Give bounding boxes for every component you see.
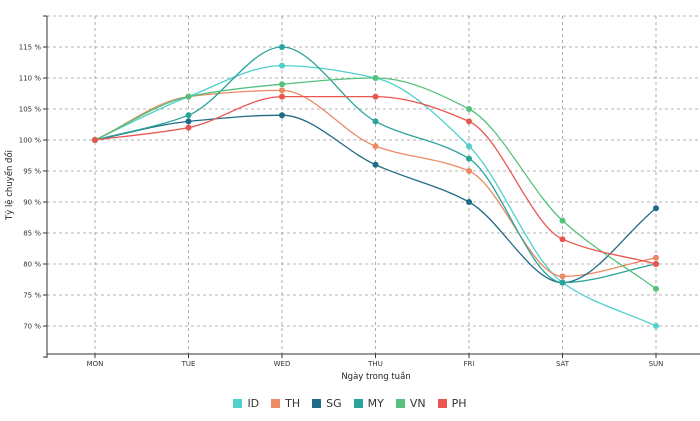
y-tick-label: 105 % xyxy=(19,106,42,114)
legend-swatch xyxy=(437,399,447,408)
x-axis-title: Ngày trong tuần xyxy=(341,371,410,382)
y-tick-label: 100 % xyxy=(19,137,42,145)
data-point-ph-sat[interactable] xyxy=(559,236,566,243)
data-point-th-wed[interactable] xyxy=(279,87,285,94)
data-point-th-sun[interactable] xyxy=(653,254,659,261)
series-ph xyxy=(92,93,659,267)
data-point-my-wed[interactable] xyxy=(279,44,285,50)
data-point-id-sun[interactable] xyxy=(653,323,659,329)
data-point-vn-thu[interactable] xyxy=(372,75,379,81)
data-point-my-thu[interactable] xyxy=(372,118,379,125)
x-tick-label: SUN xyxy=(649,360,664,368)
y-tick-label: 75 % xyxy=(23,292,41,300)
data-point-sg-wed[interactable] xyxy=(279,112,285,119)
x-tick-label: THU xyxy=(367,360,383,368)
x-tick-label: FRI xyxy=(464,360,475,368)
legend-item-my[interactable]: MY xyxy=(353,397,384,410)
data-point-my-fri[interactable] xyxy=(466,155,472,162)
data-point-ph-mon[interactable] xyxy=(92,137,98,143)
data-point-my-sat[interactable] xyxy=(559,279,566,286)
data-point-vn-sun[interactable] xyxy=(653,285,659,292)
legend: ID TH SG MY VN PH xyxy=(0,397,700,410)
data-point-id-fri[interactable] xyxy=(466,143,472,150)
data-point-id-wed[interactable] xyxy=(279,62,285,69)
legend-label: PH xyxy=(451,397,467,410)
axes xyxy=(46,16,700,355)
legend-label: SG xyxy=(326,397,342,410)
series xyxy=(92,44,659,329)
legend-swatch xyxy=(233,399,243,408)
data-point-ph-fri[interactable] xyxy=(466,118,472,125)
legend-item-ph[interactable]: PH xyxy=(437,397,467,410)
legend-item-id[interactable]: ID xyxy=(233,397,259,410)
data-point-sg-sun[interactable] xyxy=(653,205,659,212)
legend-label: TH xyxy=(285,397,301,410)
x-tick-label: SAT xyxy=(556,360,570,368)
x-ticks: MON TUE WED THU FRI SAT SUN xyxy=(46,354,664,368)
y-tick-label: 115 % xyxy=(19,44,42,52)
data-point-vn-tue[interactable] xyxy=(185,93,192,100)
data-point-sg-tue[interactable] xyxy=(185,118,192,125)
y-tick-label: 95 % xyxy=(23,168,41,176)
legend-swatch xyxy=(395,399,405,408)
data-point-ph-wed[interactable] xyxy=(279,93,285,100)
data-point-my-tue[interactable] xyxy=(185,112,192,119)
legend-label: VN xyxy=(409,397,426,410)
data-point-ph-thu[interactable] xyxy=(372,93,379,100)
legend-swatch xyxy=(271,399,281,408)
data-point-th-thu[interactable] xyxy=(372,143,379,150)
legend-swatch xyxy=(312,399,322,408)
data-point-th-fri[interactable] xyxy=(466,168,472,174)
y-tick-label: 90 % xyxy=(23,199,41,207)
legend-label: MY xyxy=(367,397,384,410)
grid xyxy=(47,15,700,354)
x-tick-label: TUE xyxy=(181,360,196,368)
legend-item-th[interactable]: TH xyxy=(271,397,300,410)
series-vn xyxy=(92,75,659,292)
data-point-th-sat[interactable] xyxy=(559,273,566,280)
data-point-sg-thu[interactable] xyxy=(372,161,379,168)
data-point-vn-sat[interactable] xyxy=(559,217,566,224)
data-point-ph-sun[interactable] xyxy=(653,261,659,267)
y-tick-label: 85 % xyxy=(23,230,41,238)
legend-swatch xyxy=(353,399,363,408)
legend-item-vn[interactable]: VN xyxy=(395,397,426,410)
legend-label: ID xyxy=(247,397,260,410)
x-tick-label: MON xyxy=(87,360,104,368)
y-tick-label: 110 % xyxy=(19,75,42,83)
y-tick-label: 80 % xyxy=(23,261,41,269)
data-point-vn-wed[interactable] xyxy=(279,81,285,88)
x-tick-label: WED xyxy=(274,360,291,368)
y-tick-label: 70 % xyxy=(23,323,41,331)
data-point-sg-fri[interactable] xyxy=(466,199,472,205)
legend-item-sg[interactable]: SG xyxy=(312,397,342,410)
y-axis-title: Tỷ lệ chuyển đổi xyxy=(4,150,15,221)
data-point-vn-fri[interactable] xyxy=(466,106,472,112)
y-ticks: 70 % 75 % 80 % 85 % 90 % 95 % 100 % 105 % 110 % 1… xyxy=(19,15,47,358)
data-point-ph-tue[interactable] xyxy=(185,124,192,131)
